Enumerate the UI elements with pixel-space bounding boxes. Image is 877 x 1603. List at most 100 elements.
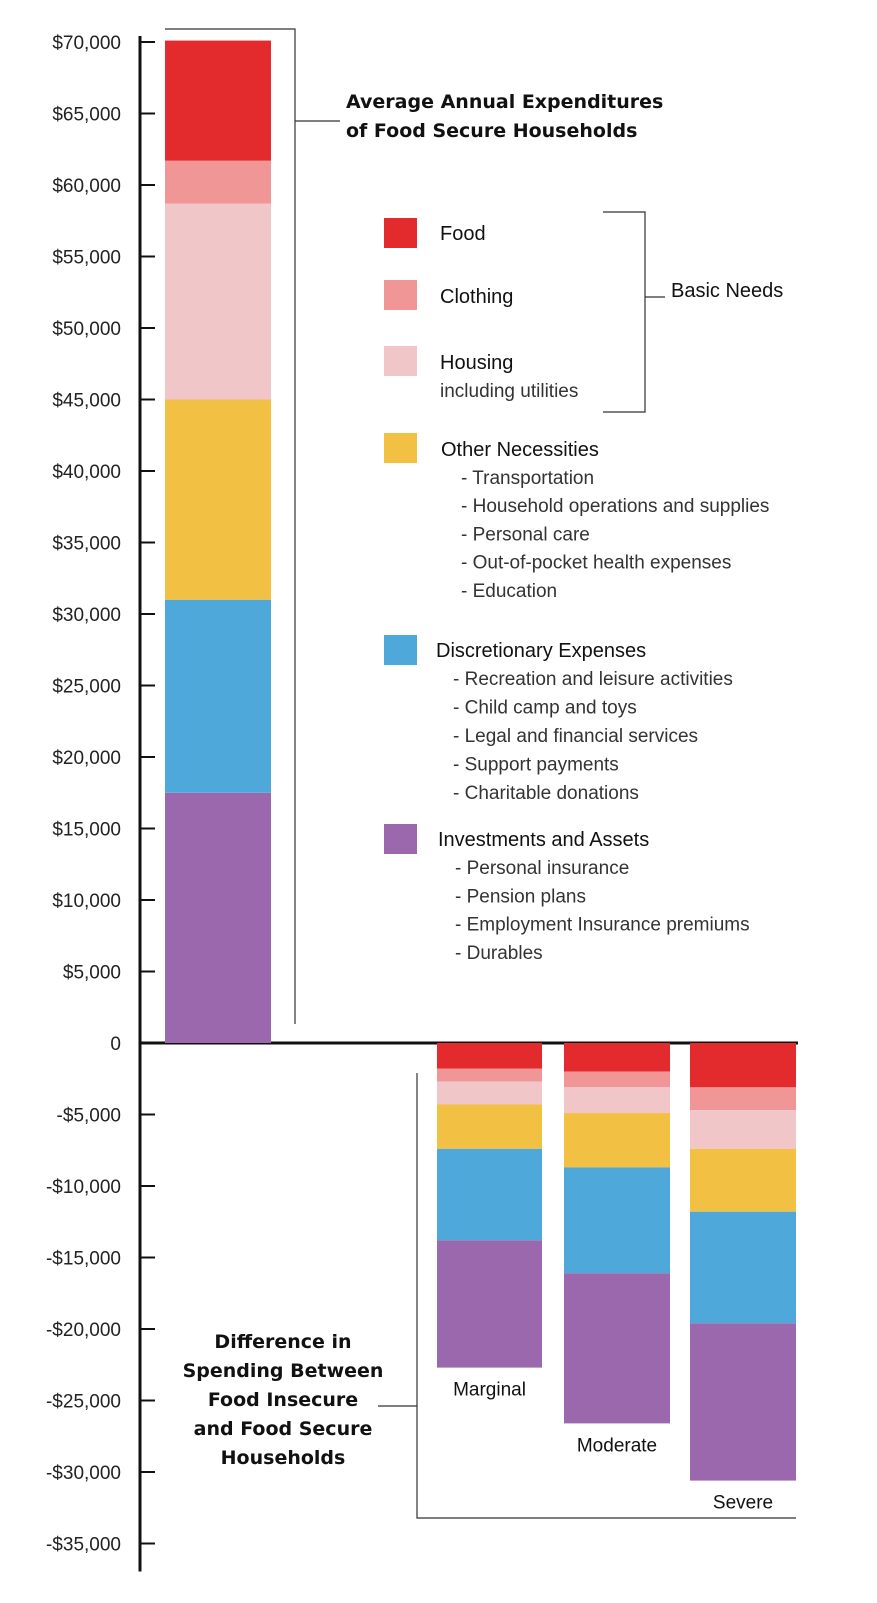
segment-discretionary [564, 1167, 670, 1274]
difference-title-line-5: Households [221, 1447, 346, 1469]
difference-title-line-1: Difference in [214, 1331, 351, 1353]
legend-sub-other-2: - Personal care [461, 524, 590, 545]
y-tick-label-15: -$5,000 [57, 1106, 121, 1127]
legend-sub-investments-1: - Pension plans [455, 886, 586, 907]
legend-sub-discretionary-0: - Recreation and leisure activities [453, 669, 733, 690]
segment-discretionary [437, 1148, 542, 1241]
segment-other [690, 1148, 796, 1212]
y-tick-label-1: $65,000 [52, 105, 121, 126]
y-tick-label-19: -$25,000 [46, 1392, 121, 1413]
legend-label-investments: Investments and Assets [438, 829, 649, 851]
y-tick-label-7: $35,000 [52, 534, 121, 555]
bar-label-marginal: Marginal [453, 1380, 526, 1401]
y-tick-label-14: 0 [110, 1034, 121, 1055]
segment-clothing [437, 1068, 542, 1082]
y-axis: $70,000 $65,000 $60,000 $55,000 $50,000 $45,0… [46, 33, 798, 1572]
difference-title-line-4: and Food Secure [194, 1418, 373, 1440]
chart-title-line-1: Average Annual Expenditures [346, 91, 663, 113]
legend-label-discretionary: Discretionary Expenses [436, 640, 646, 662]
y-tick-label-3: $55,000 [52, 248, 121, 269]
legend-sub-other-3: - Out-of-pocket health expenses [461, 553, 731, 574]
y-tick-label-16: -$10,000 [46, 1177, 121, 1198]
legend-swatch-clothing [384, 280, 417, 310]
y-tick-label-21: -$35,000 [46, 1535, 121, 1556]
difference-title-line-2: Spending Between [183, 1360, 384, 1382]
chart-title-line-2: of Food Secure Households [346, 120, 637, 142]
legend-sub-discretionary-3: - Support payments [453, 755, 619, 776]
y-tick-label-10: $20,000 [52, 748, 121, 769]
bar-label-moderate: Moderate [577, 1435, 657, 1456]
bars: Marginal Moderate Severe [165, 40, 796, 1514]
legend-item-housing: Housing including utilities [384, 346, 578, 402]
bar-label-severe: Severe [713, 1493, 773, 1514]
y-tick-label-13: $5,000 [63, 963, 121, 984]
y-tick-label-0: $70,000 [52, 33, 121, 54]
y-tick-label-20: -$30,000 [46, 1463, 121, 1484]
bar-severe: Severe [690, 1043, 796, 1514]
bar-moderate: Moderate [564, 1043, 670, 1456]
segment-clothing [165, 160, 271, 204]
segment-other [165, 399, 271, 600]
legend-sub-discretionary-1: - Child camp and toys [453, 698, 637, 719]
segment-housing [437, 1081, 542, 1105]
segment-clothing [690, 1087, 796, 1111]
legend-sub-investments-2: - Employment Insurance premiums [455, 915, 750, 936]
y-tick-label-17: -$15,000 [46, 1249, 121, 1270]
segment-investments [564, 1273, 670, 1424]
legend-item-other: Other Necessities - Transportation - House… [384, 433, 769, 602]
segment-other [564, 1113, 670, 1168]
segment-investments [690, 1323, 796, 1481]
y-tick-label-12: $10,000 [52, 891, 121, 912]
legend: Food Clothing Housing including utilities Ot… [384, 218, 769, 964]
annotations: Average Annual Expenditures of Food Secu… [165, 28, 796, 1519]
y-tick-label-18: -$20,000 [46, 1320, 121, 1341]
y-tick-label-4: $50,000 [52, 319, 121, 340]
legend-label-housing: Housing [440, 352, 513, 374]
basic-needs-bracket [603, 211, 646, 413]
segment-food [690, 1043, 796, 1088]
basic-needs-label: Basic Needs [671, 280, 783, 302]
segment-other [437, 1104, 542, 1149]
legend-swatch-food [384, 218, 417, 248]
legend-label-food: Food [440, 223, 486, 245]
y-tick-label-11: $15,000 [52, 820, 121, 841]
segment-housing [690, 1110, 796, 1149]
legend-item-investments: Investments and Assets - Personal insuran… [384, 824, 750, 964]
segment-food [564, 1043, 670, 1072]
segment-food [165, 40, 271, 161]
segment-discretionary [690, 1211, 796, 1324]
legend-sub-discretionary-4: - Charitable donations [453, 783, 639, 804]
legend-sub-other-4: - Education [461, 581, 557, 602]
legend-item-food: Food [384, 218, 486, 248]
legend-swatch-other [384, 433, 417, 463]
legend-swatch-housing [384, 346, 417, 376]
bar-marginal: Marginal [437, 1043, 542, 1401]
segment-investments [165, 792, 271, 1043]
y-tick-label-5: $45,000 [52, 391, 121, 412]
difference-bracket [416, 1073, 796, 1519]
y-tick-label-2: $60,000 [52, 176, 121, 197]
segment-housing [564, 1087, 670, 1114]
segment-investments [437, 1240, 542, 1368]
legend-sub-investments-0: - Personal insurance [455, 858, 629, 879]
difference-title-line-3: Food Insecure [208, 1389, 358, 1411]
legend-swatch-investments [384, 824, 417, 854]
segment-food [437, 1043, 542, 1069]
bar-food-secure [165, 40, 271, 1043]
y-tick-label-9: $25,000 [52, 677, 121, 698]
legend-sub-other-0: - Transportation [461, 468, 594, 489]
legend-item-discretionary: Discretionary Expenses - Recreation and l… [384, 635, 733, 804]
legend-label-other: Other Necessities [441, 439, 599, 461]
legend-sub-investments-3: - Durables [455, 943, 543, 964]
legend-note-housing: including utilities [440, 381, 578, 402]
y-tick-label-8: $30,000 [52, 605, 121, 626]
legend-sub-discretionary-2: - Legal and financial services [453, 726, 698, 747]
segment-housing [165, 203, 271, 400]
y-tick-label-6: $40,000 [52, 462, 121, 483]
segment-discretionary [165, 599, 271, 793]
legend-sub-other-1: - Household operations and supplies [461, 496, 769, 517]
legend-item-clothing: Clothing [384, 280, 513, 310]
legend-label-clothing: Clothing [440, 286, 513, 308]
title-bracket [165, 28, 296, 1024]
